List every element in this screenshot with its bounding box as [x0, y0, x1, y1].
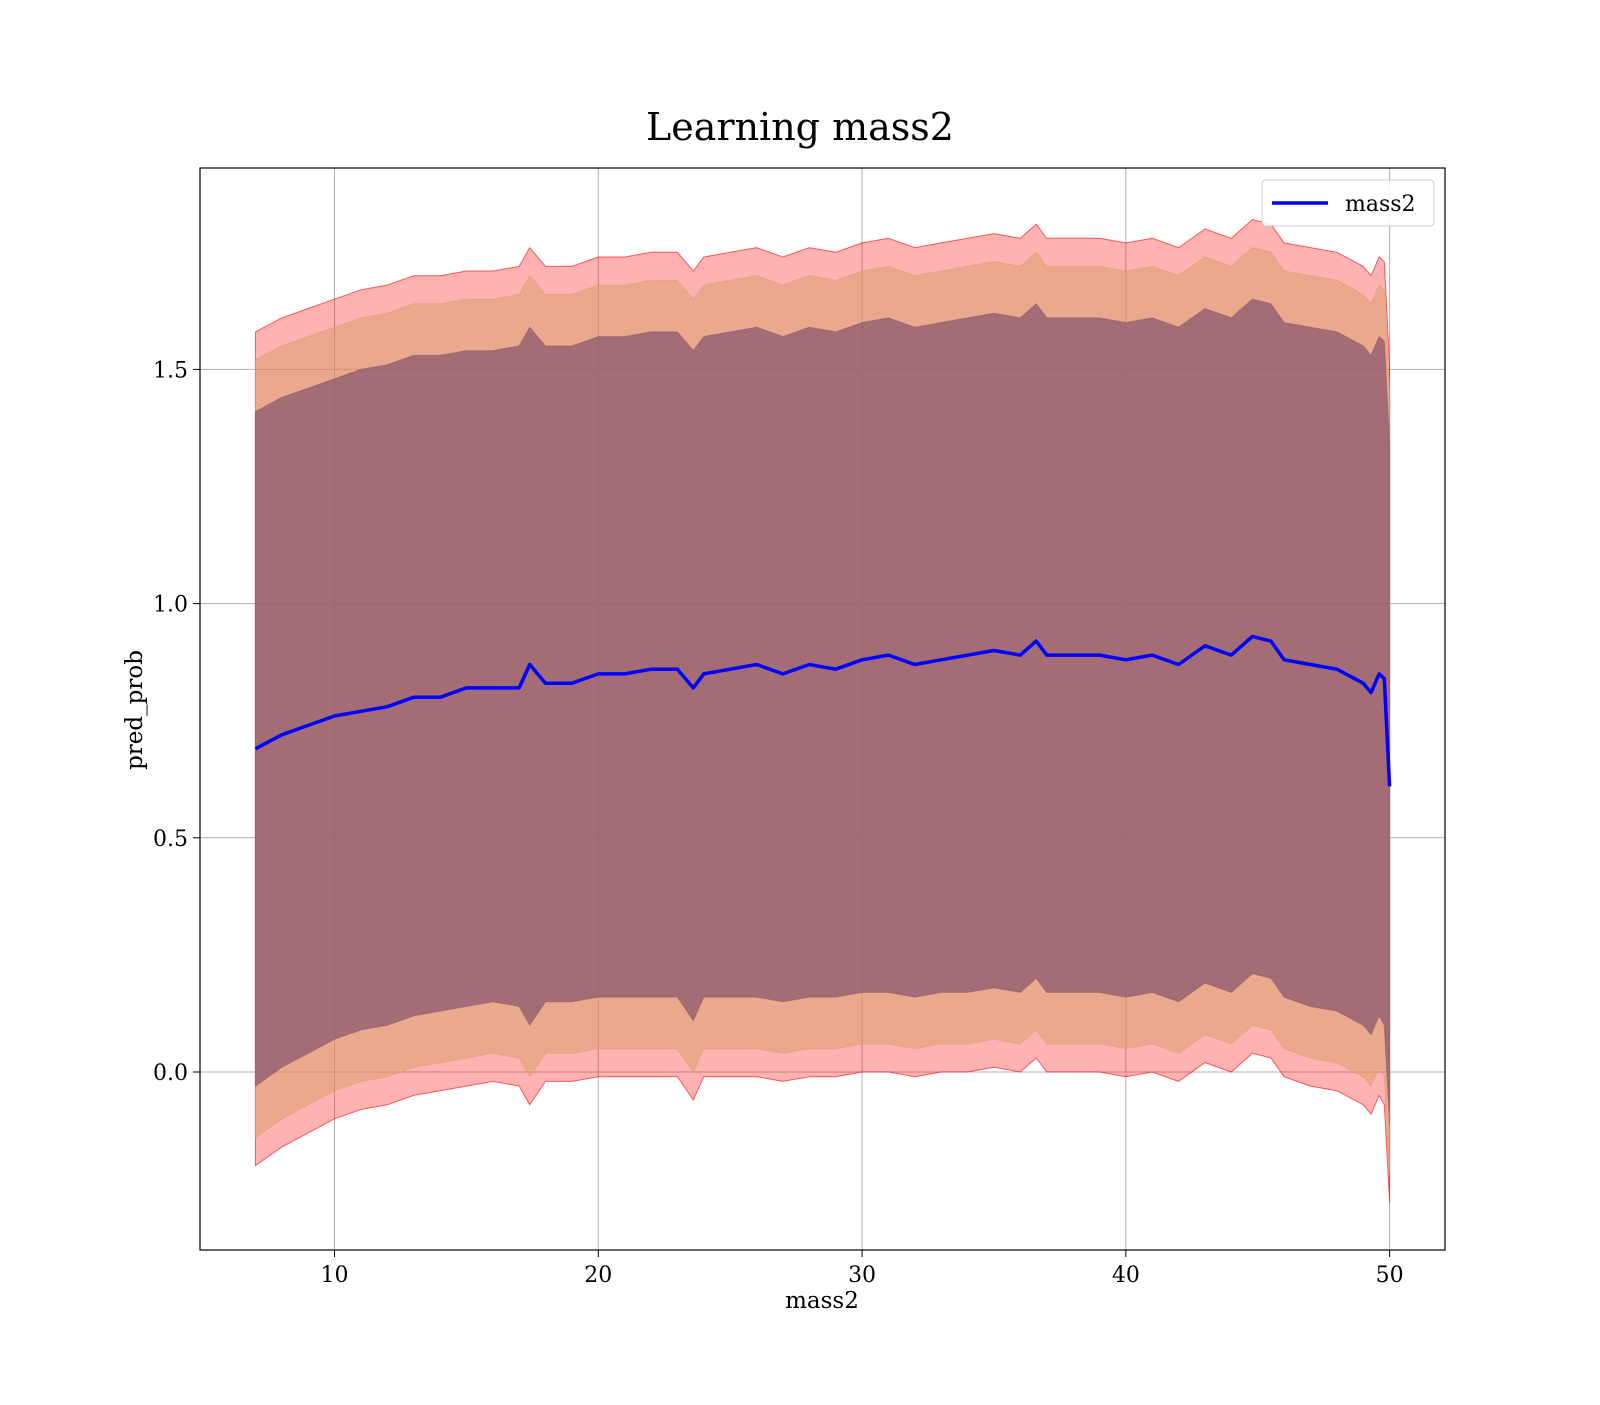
- x-tick-label: 50: [1376, 1263, 1404, 1288]
- y-tick-label: 0.5: [153, 827, 188, 852]
- y-axis-label: pred_prob: [122, 650, 148, 770]
- series-lines: [254, 634, 1392, 787]
- chart-title: Learning mass2: [646, 105, 954, 149]
- legend-box: [1261, 179, 1435, 227]
- series-line-mass2: [254, 634, 1392, 787]
- x-axis-label: mass2: [785, 1288, 859, 1314]
- legend-label-mass2: mass2: [1345, 192, 1416, 217]
- band-inner: [254, 298, 1391, 1124]
- x-tick-label: 20: [584, 1263, 612, 1288]
- x-tick-label: 30: [848, 1263, 876, 1288]
- bands: [254, 218, 1391, 1204]
- x-axis-ticks: 10 20 30 40 50: [321, 1250, 1404, 1288]
- x-tick-label: 10: [321, 1263, 349, 1288]
- legend: mass2: [1261, 179, 1435, 227]
- x-tick-label: 40: [1112, 1263, 1140, 1288]
- y-tick-label: 1.5: [153, 358, 188, 383]
- y-tick-label: 0.0: [153, 1061, 188, 1086]
- plot-frame: [199, 167, 1446, 1251]
- y-tick-label: 1.0: [153, 593, 188, 618]
- y-axis-ticks: 0.0 0.5 1.0 1.5: [153, 358, 200, 1086]
